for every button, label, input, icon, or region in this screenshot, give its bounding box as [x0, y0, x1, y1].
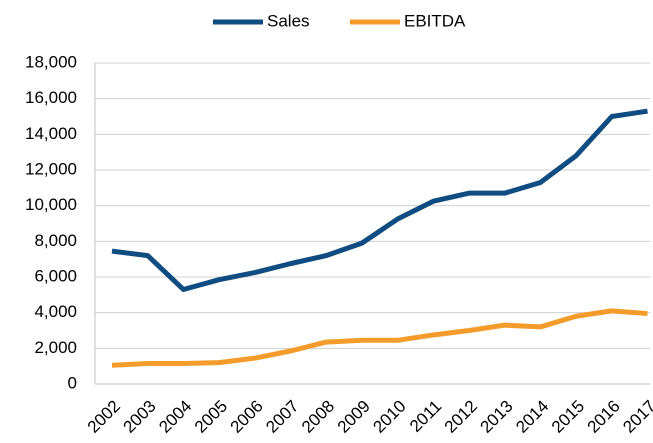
y-tick-label: 10,000: [25, 195, 77, 214]
x-tick-label: 2007: [262, 397, 302, 437]
x-tick-label: 2014: [512, 397, 552, 437]
y-tick-label: 18,000: [25, 52, 77, 71]
y-tick-label: 6,000: [34, 266, 77, 285]
legend-label: Sales: [267, 11, 310, 30]
y-tick-label: 14,000: [25, 124, 77, 143]
y-tick-label: 12,000: [25, 159, 77, 178]
y-tick-label: 4,000: [34, 302, 77, 321]
x-tick-label: 2008: [298, 397, 338, 437]
x-tick-label: 2004: [155, 397, 195, 437]
x-tick-label: 2017: [619, 397, 653, 437]
x-tick-label: 2010: [369, 397, 409, 437]
y-tick-label: 0: [68, 373, 77, 392]
y-tick-label: 16,000: [25, 88, 77, 107]
x-tick-label: 2005: [191, 397, 231, 437]
x-tick-label: 2015: [548, 397, 588, 437]
x-tick-label: 2006: [227, 397, 267, 437]
legend-label: EBITDA: [404, 11, 466, 30]
x-tick-label: 2011: [406, 397, 445, 436]
series-line: [111, 108, 648, 292]
x-tick-label: 2012: [441, 397, 481, 437]
x-tick-label: 2002: [84, 397, 124, 437]
x-tick-label: 2013: [477, 397, 517, 437]
y-tick-label: 2,000: [34, 338, 77, 357]
y-tick-label: 8,000: [34, 231, 77, 250]
series-line: [111, 308, 648, 368]
x-tick-label: 2016: [584, 397, 624, 437]
x-tick-label: 2009: [334, 397, 374, 437]
x-tick-label: 2003: [120, 397, 160, 437]
